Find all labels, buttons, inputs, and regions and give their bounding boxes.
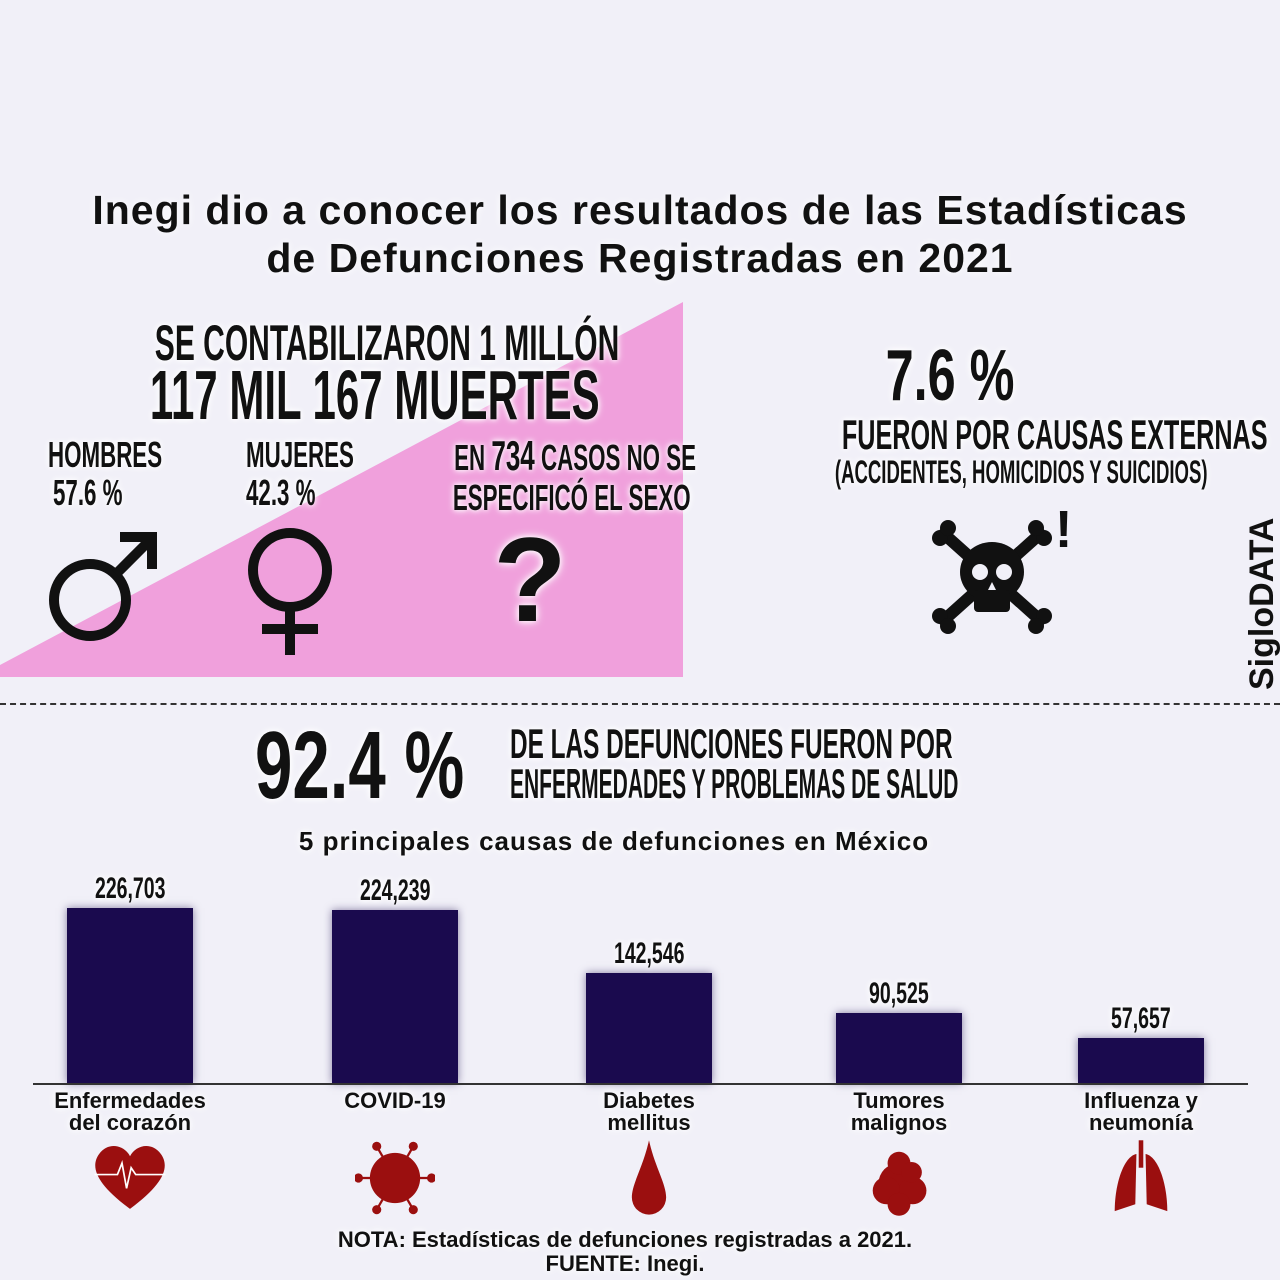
category-label: Tumores malignos (850, 1088, 948, 1135)
bar (67, 908, 193, 1083)
bar (332, 909, 458, 1083)
men-label: HOMBRES (48, 434, 163, 475)
external-line1: FUERON POR CAUSAS EXTERNAS (841, 411, 1268, 458)
value-label: 57,657 (1111, 1002, 1171, 1036)
bar (586, 972, 712, 1083)
unspecified-pre: EN (454, 437, 492, 478)
women-value: 42.3 % (246, 472, 316, 513)
value-label: 90,525 (869, 977, 929, 1011)
unspecified-line2: ESPECIFICÓ EL SEXO (452, 477, 691, 518)
men-value: 57.6 % (53, 472, 123, 513)
x-axis (33, 1083, 1248, 1085)
disease-line2: ENFERMEDADES Y PROBLEMAS DE SALUD (510, 760, 959, 807)
footer-source: FUENTE: Inegi. (545, 1251, 705, 1276)
unspecified-post: CASOS NO SE (534, 437, 697, 478)
category-label: Influenza y neumonía (1084, 1088, 1198, 1135)
female-symbol-icon (248, 528, 332, 655)
disease-percent: 92.4 % (255, 712, 465, 819)
lungs-icon (1114, 1140, 1168, 1212)
men-stat: HOMBRES 57.6 % (48, 436, 248, 512)
page-title: Inegi dio a conocer los resultados de la… (0, 186, 1280, 282)
disease-line1: DE LAS DEFUNCIONES FUERON POR (510, 720, 953, 767)
bar (836, 1013, 962, 1083)
virus-icon (355, 1141, 435, 1215)
value-label: 142,546 (613, 936, 685, 970)
exclamation-icon: ! (1055, 501, 1073, 559)
footer-note: NOTA: Estadísticas de defunciones regist… (337, 1227, 913, 1252)
value-label: 226,703 (94, 872, 166, 905)
question-mark-icon: ? (493, 513, 567, 647)
total-deaths: SE CONTABILIZARON 1 MILLÓN (0, 318, 706, 368)
divider (0, 703, 1280, 705)
male-symbol-icon (49, 532, 157, 641)
unspecified-stat: EN 734 CASOS NO SE ESPECIFICÓ EL SEXO (380, 435, 696, 518)
pink-triangle (0, 302, 683, 677)
title-line: de Defunciones Registradas en 2021 (266, 235, 1014, 281)
tumor-icon (872, 1151, 927, 1216)
total-line1: SE CONTABILIZARON 1 MILLÓN (154, 315, 620, 371)
blood-drop-icon (631, 1140, 667, 1215)
category-label: COVID-19 (344, 1088, 446, 1113)
women-label: MUJERES (246, 434, 354, 475)
women-stat: MUJERES 42.3 % (246, 436, 446, 512)
skull-crossbones-icon (932, 520, 1052, 634)
heart-icon (94, 1146, 166, 1209)
category-label: Enfermedades del corazón (54, 1088, 206, 1135)
total-line2: 117 MIL 167 MUERTES (149, 356, 600, 434)
external-percent: 7.6 % (885, 336, 1015, 416)
chart-title: 5 principales causas de defunciones en M… (298, 826, 930, 856)
title-line: Inegi dio a conocer los resultados de la… (92, 187, 1188, 233)
unspecified-count: 734 (491, 432, 535, 479)
footer: NOTA: Estadísticas de defunciones regist… (0, 1228, 1250, 1276)
external-line2: (ACCIDENTES, HOMICIDIOS Y SUICIDIOS) (834, 454, 1208, 490)
bar (1078, 1038, 1204, 1083)
value-label: 224,239 (359, 873, 431, 907)
category-label: Diabetes mellitus (603, 1088, 695, 1135)
